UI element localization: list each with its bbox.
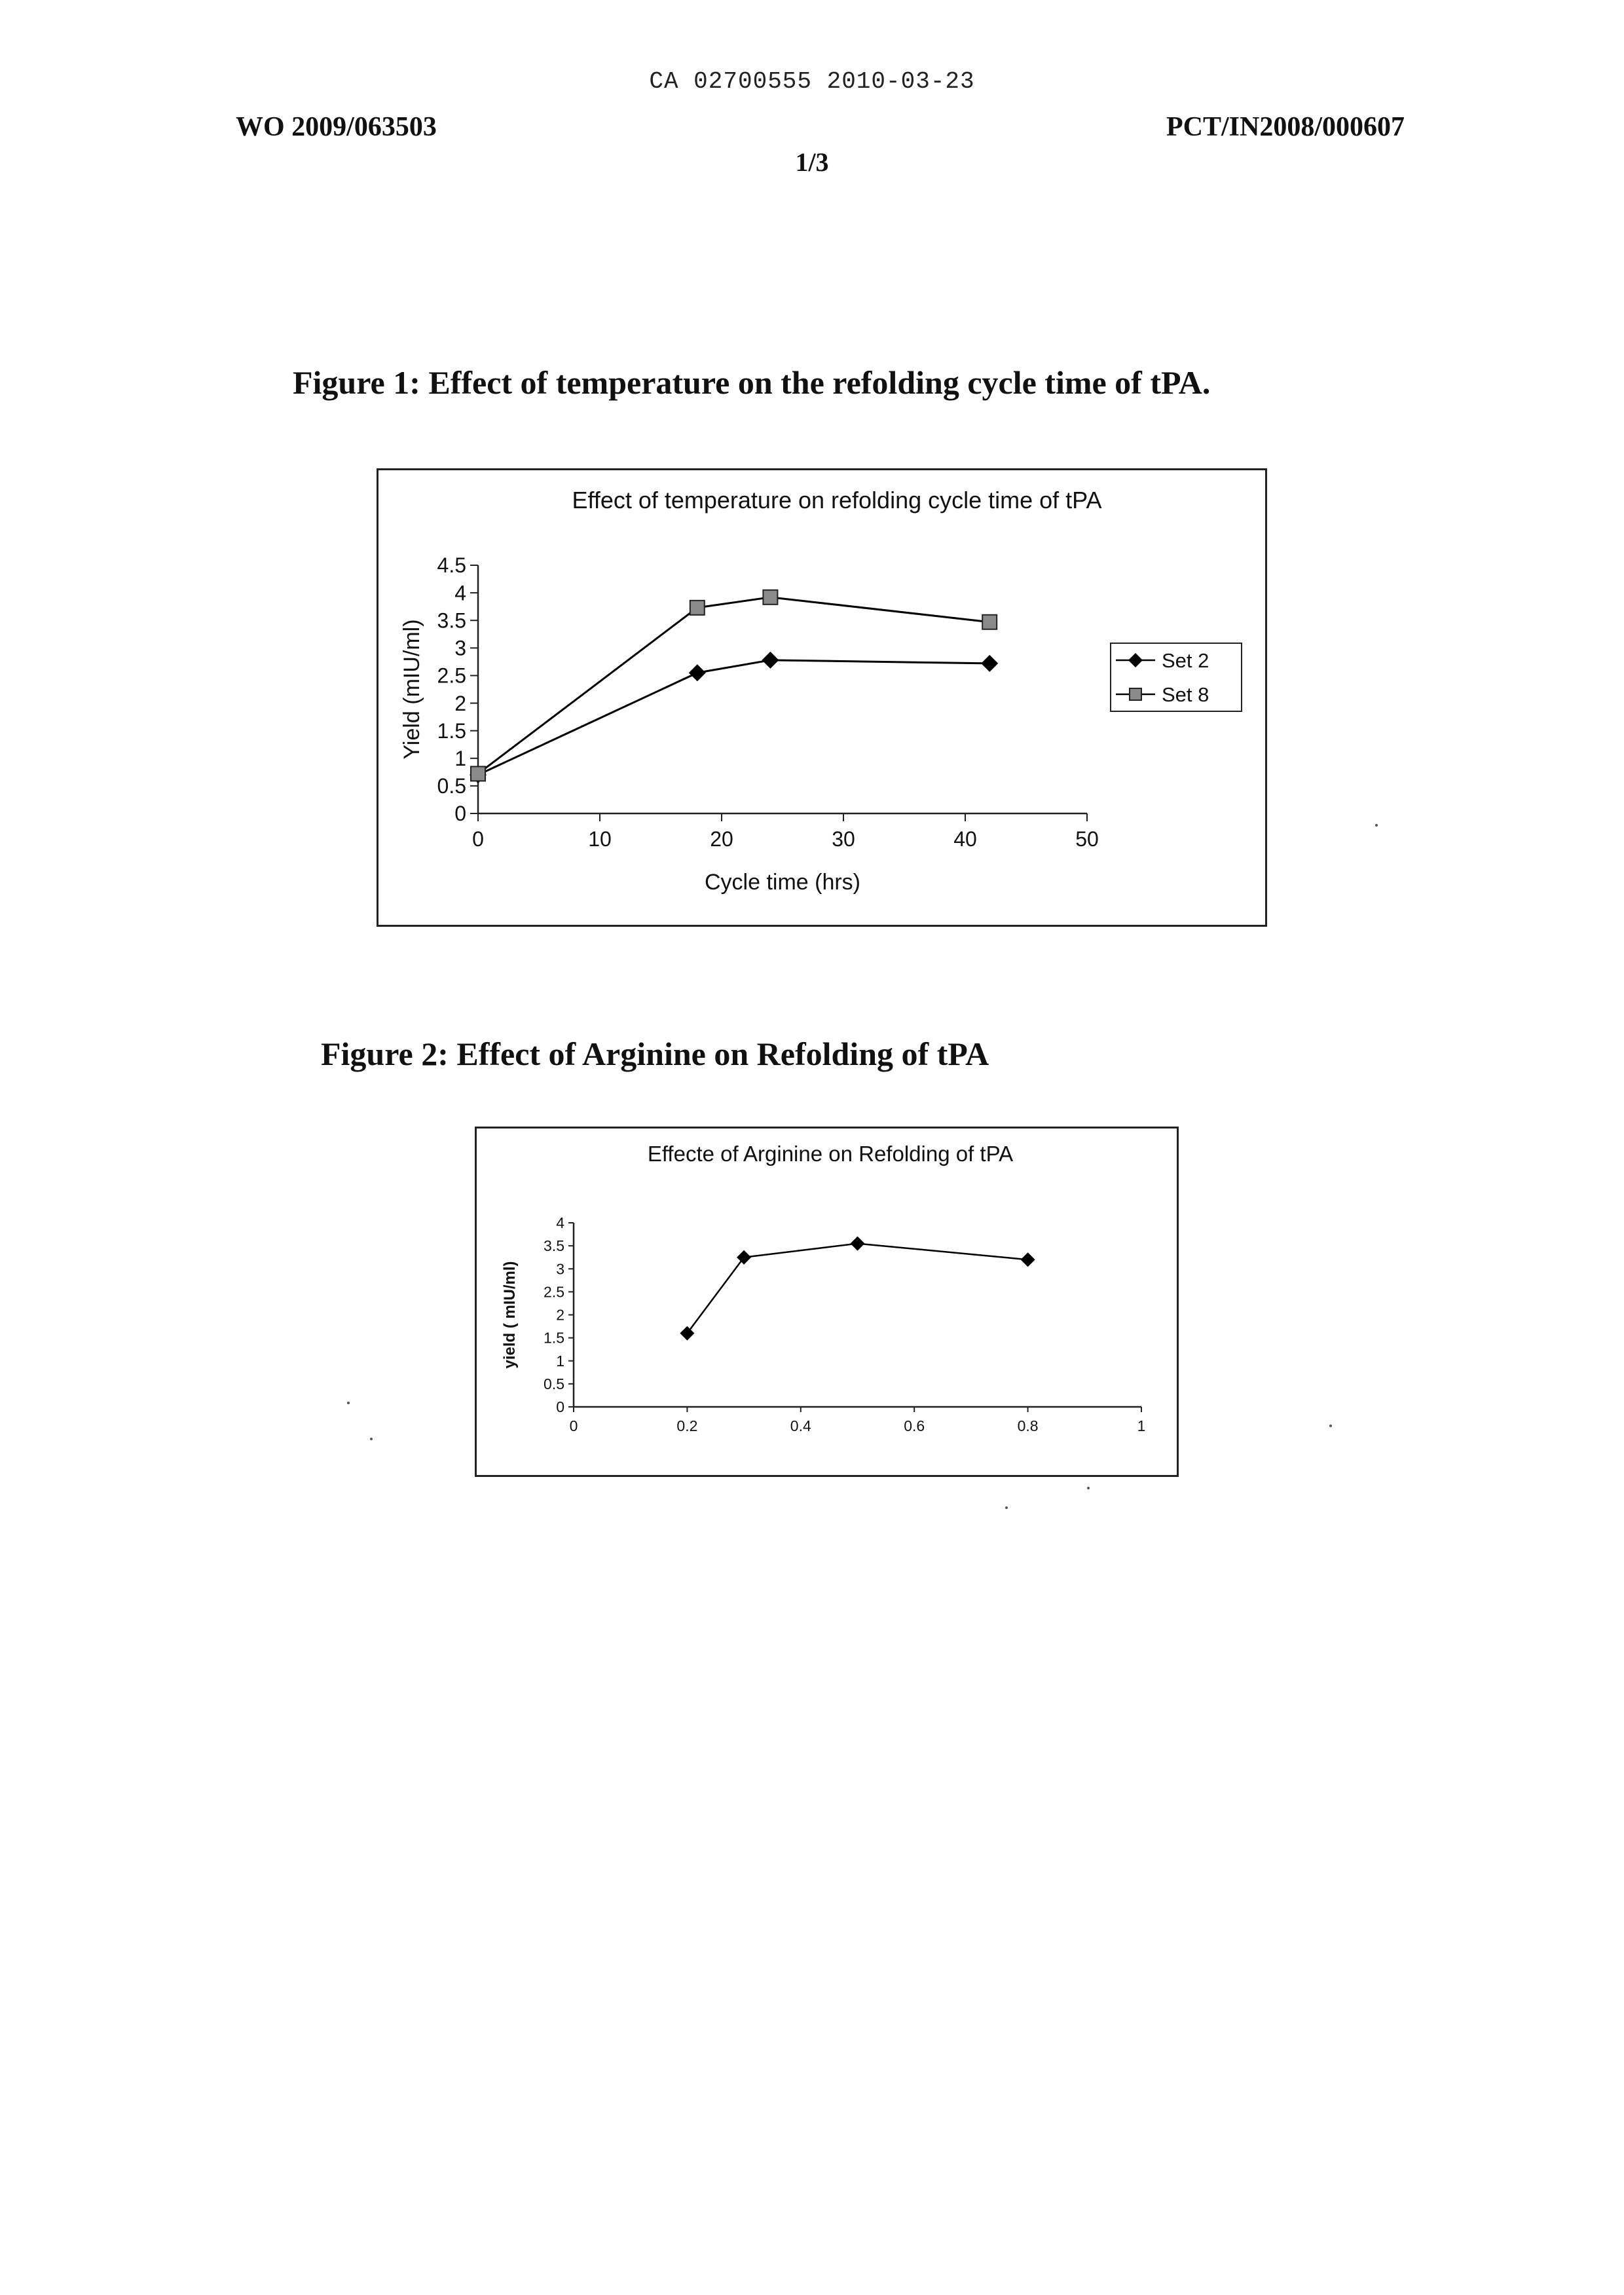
x-tick-label: 0.6 xyxy=(904,1417,925,1434)
series-2-square-marker xyxy=(763,590,777,605)
x-tick-label: 40 xyxy=(953,827,977,851)
figure-1-chart: Effect of temperature on refolding cycle… xyxy=(378,470,1265,925)
scan-speck xyxy=(347,1402,350,1404)
y-tick-label: 4 xyxy=(454,581,466,605)
scan-speck xyxy=(1375,824,1378,827)
series-2-square-marker xyxy=(471,766,485,781)
legend-series-1-label: Set 2 xyxy=(1162,649,1209,672)
y-tick-label: 0 xyxy=(556,1398,564,1415)
y-tick-label: 1 xyxy=(556,1353,564,1370)
series-1-diamond-marker xyxy=(737,1250,751,1265)
series-2-square-marker xyxy=(982,615,997,629)
scan-speck xyxy=(370,1438,373,1440)
series-1-diamond-marker xyxy=(1021,1252,1035,1267)
series-2-line xyxy=(478,597,989,774)
y-tick-label: 2 xyxy=(556,1307,564,1324)
y-tick-label: 1 xyxy=(454,747,466,770)
y-tick-label: 0.5 xyxy=(437,774,466,798)
chart-title: Effecte of Arginine on Refolding of tPA xyxy=(648,1142,1013,1166)
x-axis-label: Cycle time (hrs) xyxy=(705,870,860,895)
pct-application-number: PCT/IN2008/000607 xyxy=(1166,111,1405,143)
ca-document-number: CA 02700555 2010-03-23 xyxy=(0,68,1624,95)
scan-speck xyxy=(1005,1506,1008,1509)
series-1-diamond-marker xyxy=(851,1237,865,1251)
series-1-line xyxy=(478,660,989,775)
figure-2-caption: Figure 2: Effect of Arginine on Refoldin… xyxy=(321,1035,989,1073)
x-tick-label: 10 xyxy=(588,827,612,851)
series-1-diamond-marker xyxy=(762,652,779,669)
figure-1-chart-frame: Effect of temperature on refolding cycle… xyxy=(377,468,1267,927)
y-tick-label: 0.5 xyxy=(544,1375,564,1392)
y-tick-label: 3.5 xyxy=(437,608,466,632)
y-tick-label: 2.5 xyxy=(544,1283,564,1300)
series-1-diamond-marker xyxy=(680,1326,694,1341)
y-tick-label: 1.5 xyxy=(437,719,466,743)
y-tick-label: 3 xyxy=(556,1260,564,1277)
y-tick-label: 1.5 xyxy=(544,1330,564,1347)
x-tick-label: 0 xyxy=(570,1417,578,1434)
legend-series-2-square-marker xyxy=(1130,688,1141,700)
y-tick-label: 3 xyxy=(454,637,466,660)
chart-title: Effect of temperature on refolding cycle… xyxy=(572,487,1101,513)
series-1-diamond-marker xyxy=(981,655,998,672)
x-tick-label: 0.4 xyxy=(790,1417,811,1434)
x-tick-label: 1 xyxy=(1137,1417,1146,1434)
series-1-diamond-marker xyxy=(689,664,706,681)
scan-speck xyxy=(1087,1487,1090,1489)
x-tick-label: 20 xyxy=(710,827,733,851)
figure-1-caption: Figure 1: Effect of temperature on the r… xyxy=(293,364,1210,401)
wo-publication-number: WO 2009/063503 xyxy=(236,111,437,143)
legend-series-2-label: Set 8 xyxy=(1162,683,1209,706)
figure-2-chart: Effecte of Arginine on Refolding of tPA 0… xyxy=(477,1129,1177,1475)
y-tick-label: 4 xyxy=(556,1214,564,1231)
y-tick-label: 0 xyxy=(454,802,466,825)
x-tick-label: 0.2 xyxy=(676,1417,697,1434)
y-axis-label: yield ( mIU/ml) xyxy=(501,1261,519,1368)
page-indicator: 1/3 xyxy=(0,147,1624,177)
x-tick-label: 0 xyxy=(472,827,484,851)
x-tick-label: 30 xyxy=(832,827,855,851)
x-tick-label: 50 xyxy=(1075,827,1099,851)
y-tick-label: 2.5 xyxy=(437,664,466,688)
series-2-square-marker xyxy=(690,601,705,615)
x-tick-label: 0.8 xyxy=(1018,1417,1039,1434)
y-axis-label: Yield (mIU/ml) xyxy=(399,619,424,759)
y-tick-label: 4.5 xyxy=(437,553,466,577)
scan-speck xyxy=(1329,1425,1332,1427)
figure-2-chart-frame: Effecte of Arginine on Refolding of tPA 0… xyxy=(475,1127,1179,1477)
y-tick-label: 2 xyxy=(454,692,466,715)
y-tick-label: 3.5 xyxy=(544,1237,564,1254)
